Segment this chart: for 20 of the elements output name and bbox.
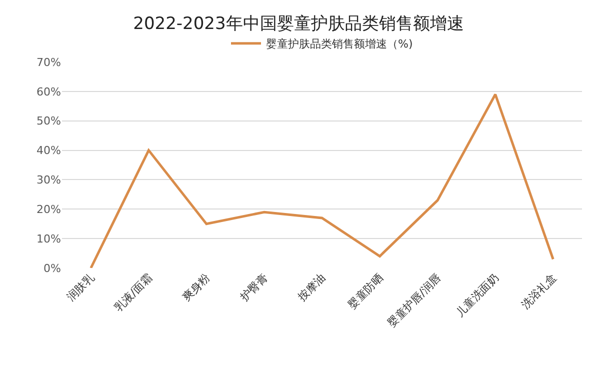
x-tick-label: 洗浴礼盒 [518, 271, 560, 312]
x-tick-label: 婴童防晒 [345, 271, 386, 312]
y-tick-label: 50% [36, 114, 61, 128]
x-tick-label: 护臀膏 [236, 271, 270, 305]
y-tick-label: 40% [36, 144, 61, 158]
y-tick-label: 10% [36, 232, 61, 246]
y-tick-label: 70% [36, 56, 61, 69]
line-series [90, 93, 554, 268]
y-tick-label: 60% [36, 85, 61, 98]
y-tick-label: 0% [44, 262, 61, 275]
y-tick-label: 30% [36, 174, 61, 187]
chart-title: 2022-2023年中国婴童护肤品类销售额增速 [133, 14, 464, 34]
x-tick-label: 乳液/面霜 [112, 271, 155, 314]
x-tick-label: 润肤乳 [64, 271, 97, 304]
y-tick-label: 20% [36, 202, 61, 216]
x-tick-label: 爽身粉 [180, 271, 212, 304]
x-tick-label: 儿童洗面奶 [453, 271, 502, 320]
legend-label: 婴童护肤品类销售额增速（%) [266, 38, 413, 51]
x-tick-label: 婴童护唇/润唇 [385, 271, 444, 330]
x-tick-label: 按摩油 [295, 271, 328, 304]
